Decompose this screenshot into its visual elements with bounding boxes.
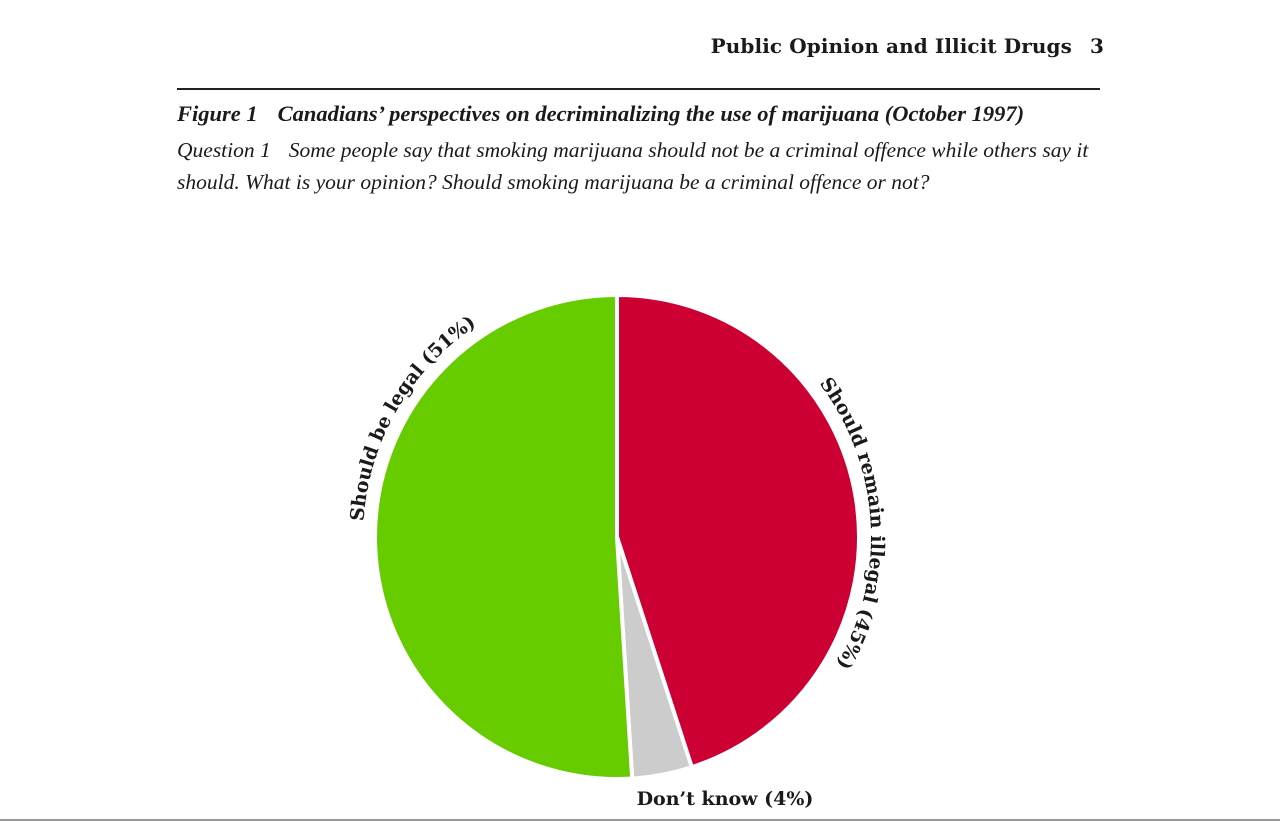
header-rule <box>177 88 1100 90</box>
pie-slices <box>373 293 861 781</box>
page-number: 3 <box>1089 34 1104 58</box>
question-block: Question 1 Some people say that smoking m… <box>177 134 1107 198</box>
pie-slice-1 <box>615 293 861 770</box>
pie-slice-3 <box>373 293 635 781</box>
slice-label-2: Don’t know (4%) <box>637 788 814 810</box>
figure-caption: Figure 1 Canadians’ perspectives on decri… <box>177 101 1107 127</box>
question-text: Some people say that smoking marijuana s… <box>177 138 1089 194</box>
question-label: Question 1 <box>177 138 271 162</box>
figure-label: Figure 1 <box>177 101 258 126</box>
figure-title: Canadians’ perspectives on decriminalizi… <box>277 101 1025 126</box>
page-bottom-edge <box>0 819 1280 821</box>
running-title: Public Opinion and Illicit Drugs <box>710 34 1072 58</box>
running-head: Public Opinion and Illicit Drugs 3 <box>711 34 1104 58</box>
